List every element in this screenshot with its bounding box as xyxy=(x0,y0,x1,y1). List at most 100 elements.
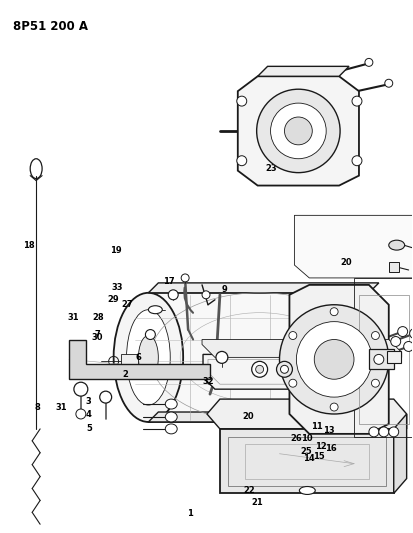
Text: 9: 9 xyxy=(222,285,228,294)
Text: 14: 14 xyxy=(304,454,315,463)
Polygon shape xyxy=(220,429,394,494)
Ellipse shape xyxy=(289,332,297,340)
Ellipse shape xyxy=(237,96,247,106)
Text: 4: 4 xyxy=(86,410,92,419)
Ellipse shape xyxy=(165,424,177,434)
Ellipse shape xyxy=(330,403,338,411)
Text: 24: 24 xyxy=(274,151,285,160)
Ellipse shape xyxy=(114,293,183,422)
Text: 21: 21 xyxy=(252,498,263,507)
Text: 25: 25 xyxy=(300,447,312,456)
Ellipse shape xyxy=(285,117,312,145)
Ellipse shape xyxy=(369,427,379,437)
Ellipse shape xyxy=(371,332,380,340)
Text: 22: 22 xyxy=(244,486,256,495)
Ellipse shape xyxy=(385,79,393,87)
Ellipse shape xyxy=(389,427,399,437)
Text: 20: 20 xyxy=(340,257,352,266)
Text: 8: 8 xyxy=(34,402,40,411)
Text: 31: 31 xyxy=(67,313,79,322)
Ellipse shape xyxy=(277,361,292,377)
Ellipse shape xyxy=(365,59,373,66)
Text: 32: 32 xyxy=(202,377,214,386)
Text: 8P51 200 A: 8P51 200 A xyxy=(13,20,88,33)
Text: 10: 10 xyxy=(301,434,313,443)
Text: 18: 18 xyxy=(24,240,35,249)
Ellipse shape xyxy=(314,340,354,379)
Polygon shape xyxy=(290,285,389,434)
Polygon shape xyxy=(369,350,394,369)
Text: 15: 15 xyxy=(313,452,325,461)
Text: 31: 31 xyxy=(55,402,67,411)
Ellipse shape xyxy=(256,365,263,373)
Ellipse shape xyxy=(299,487,315,495)
Ellipse shape xyxy=(404,342,413,351)
Ellipse shape xyxy=(76,409,86,419)
Text: 6: 6 xyxy=(135,353,141,362)
Ellipse shape xyxy=(324,78,334,88)
Ellipse shape xyxy=(352,156,362,166)
Ellipse shape xyxy=(330,308,338,316)
Bar xyxy=(387,351,401,364)
Text: 19: 19 xyxy=(110,246,121,255)
Polygon shape xyxy=(133,293,384,422)
Text: 3: 3 xyxy=(86,397,92,406)
Ellipse shape xyxy=(202,291,210,299)
Polygon shape xyxy=(394,414,407,494)
Text: 16: 16 xyxy=(325,445,337,453)
Ellipse shape xyxy=(280,365,288,373)
Ellipse shape xyxy=(145,329,155,340)
Polygon shape xyxy=(207,399,407,429)
Polygon shape xyxy=(238,76,359,185)
Ellipse shape xyxy=(371,379,380,387)
Polygon shape xyxy=(202,340,402,358)
Polygon shape xyxy=(148,412,379,422)
Text: 7: 7 xyxy=(95,330,101,339)
Polygon shape xyxy=(258,66,349,76)
Text: 1: 1 xyxy=(187,509,193,518)
Ellipse shape xyxy=(410,328,413,338)
Ellipse shape xyxy=(297,321,372,397)
Text: 11: 11 xyxy=(311,423,323,431)
Ellipse shape xyxy=(207,377,219,385)
Text: 33: 33 xyxy=(112,284,123,293)
Ellipse shape xyxy=(168,290,178,300)
Ellipse shape xyxy=(374,354,384,365)
Ellipse shape xyxy=(256,89,340,173)
Ellipse shape xyxy=(289,379,297,387)
Text: 20: 20 xyxy=(242,413,254,422)
Ellipse shape xyxy=(165,399,177,409)
Ellipse shape xyxy=(352,96,362,106)
Text: 26: 26 xyxy=(290,434,302,443)
Polygon shape xyxy=(121,354,138,369)
Ellipse shape xyxy=(391,336,401,346)
Polygon shape xyxy=(69,340,210,379)
Text: 27: 27 xyxy=(122,300,133,309)
Ellipse shape xyxy=(74,382,88,396)
Ellipse shape xyxy=(398,327,408,336)
Text: 28: 28 xyxy=(92,313,104,322)
Ellipse shape xyxy=(237,156,247,166)
Ellipse shape xyxy=(165,412,177,422)
Text: 29: 29 xyxy=(108,295,119,304)
Text: 2: 2 xyxy=(123,370,128,379)
Ellipse shape xyxy=(100,391,112,403)
Ellipse shape xyxy=(126,310,170,405)
Polygon shape xyxy=(389,262,399,272)
Text: 17: 17 xyxy=(164,277,175,286)
Text: 23: 23 xyxy=(266,164,278,173)
Ellipse shape xyxy=(271,103,326,159)
Text: 13: 13 xyxy=(323,426,335,435)
Ellipse shape xyxy=(379,427,389,437)
Ellipse shape xyxy=(252,361,268,377)
Polygon shape xyxy=(203,354,381,389)
Ellipse shape xyxy=(389,240,405,250)
Polygon shape xyxy=(148,283,379,293)
Ellipse shape xyxy=(280,305,389,414)
Text: 12: 12 xyxy=(316,442,327,451)
Ellipse shape xyxy=(138,336,158,379)
Text: 30: 30 xyxy=(91,333,102,342)
Polygon shape xyxy=(294,215,413,278)
Text: 5: 5 xyxy=(86,424,92,433)
Ellipse shape xyxy=(148,306,162,314)
